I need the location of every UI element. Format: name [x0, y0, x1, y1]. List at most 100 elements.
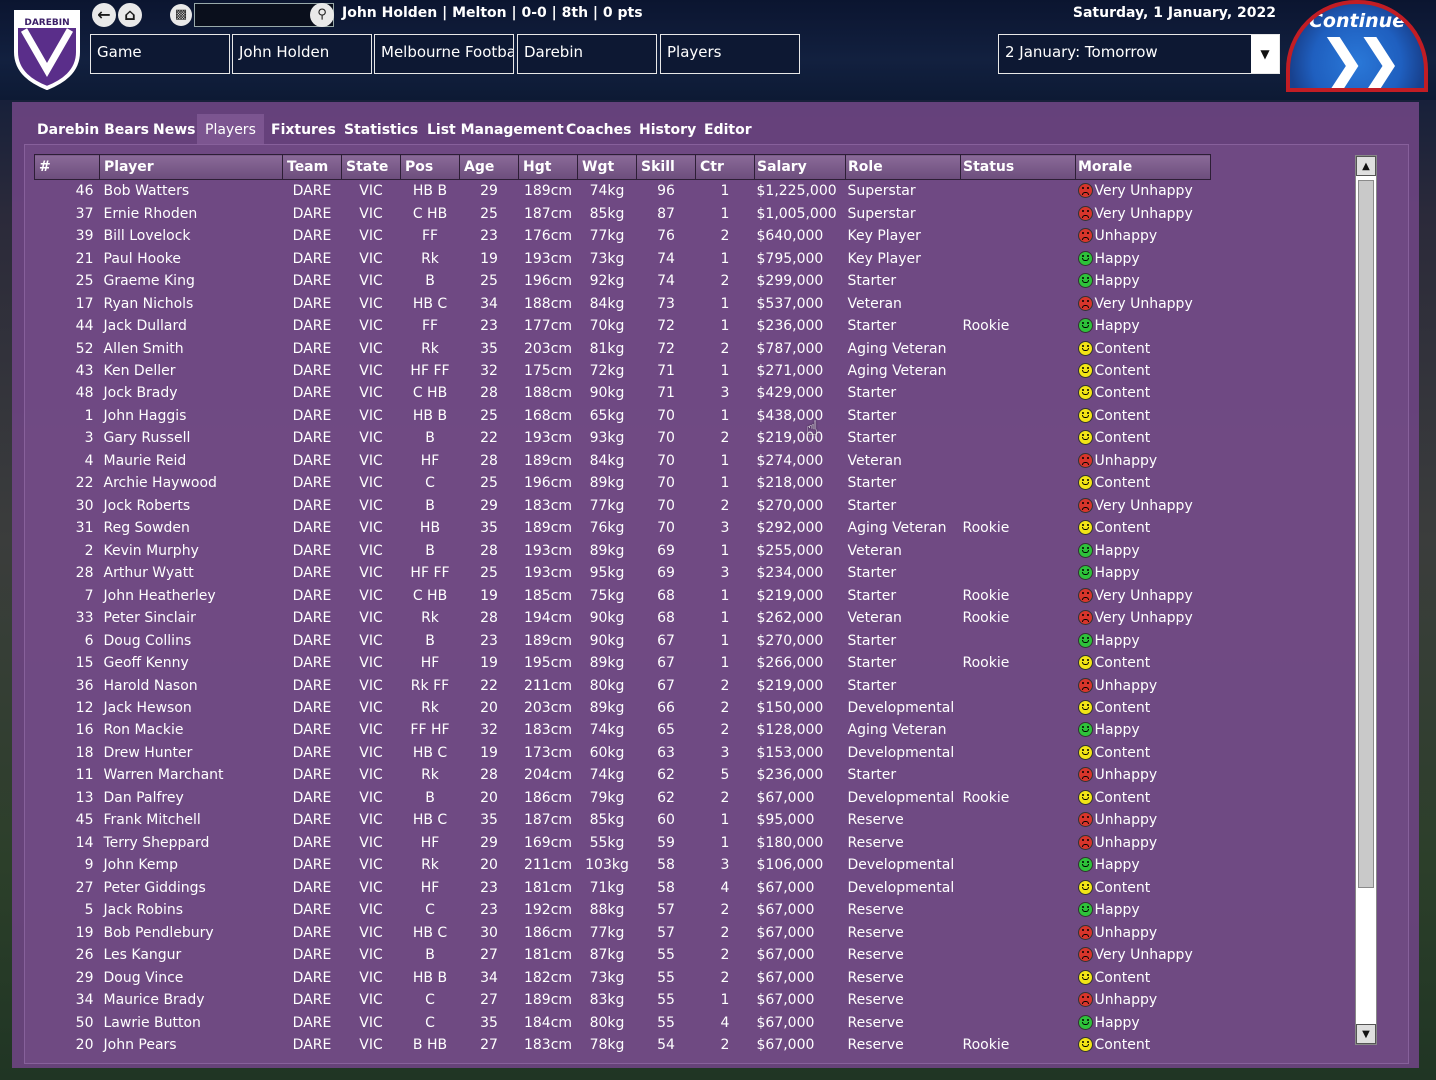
table-row[interactable]: 7 John Heatherley DARE VIC C HB 19 185cm 75kg 68… [35, 584, 1211, 606]
player-name[interactable]: Arthur Wyatt [103, 565, 194, 582]
column-header-morale[interactable]: Morale [1075, 154, 1211, 180]
continue-button[interactable]: Continue ❯❯ [1286, 0, 1428, 92]
table-row[interactable]: 6 Doug Collins DARE VIC B 23 189cm 90kg 67 1 $270,… [35, 629, 1211, 651]
table-row[interactable]: 2 Kevin Murphy DARE VIC B 28 193cm 89kg 69 1 $255,… [35, 540, 1211, 562]
player-name[interactable]: Ernie Rhoden [103, 205, 198, 222]
table-row[interactable]: 18 Drew Hunter DARE VIC HB C 19 173cm 60kg 63 3 $1… [35, 742, 1211, 764]
player-name[interactable]: Warren Marchant [103, 767, 224, 784]
player-name[interactable]: John Heatherley [103, 587, 216, 604]
player-name[interactable]: Jack Hewson [103, 700, 192, 717]
save-icon[interactable]: ▩ [170, 4, 192, 26]
player-name[interactable]: Paul Hooke [103, 250, 182, 267]
player-name[interactable]: Jack Dullard [103, 318, 187, 335]
column-header-hgt[interactable]: Hgt [518, 154, 578, 180]
tab-statistics[interactable]: Statistics [344, 122, 419, 138]
table-row[interactable]: 50 Lawrie Button DARE VIC C 35 184cm 80kg 55 4 $67… [35, 1011, 1211, 1033]
column-header-pos[interactable]: Pos [400, 154, 460, 180]
player-name[interactable]: Doug Vince [103, 969, 184, 986]
table-row[interactable]: 39 Bill Lovelock DARE VIC FF 23 176cm 77kg 76 2 $6… [35, 225, 1211, 247]
player-name[interactable]: Ron Mackie [103, 722, 184, 739]
player-name[interactable]: John Kemp [103, 857, 179, 874]
table-row[interactable]: 5 Jack Robins DARE VIC C 23 192cm 88kg 57 2 $67,00… [35, 899, 1211, 921]
player-name[interactable]: Archie Haywood [103, 475, 217, 492]
player-name[interactable]: Peter Giddings [103, 879, 206, 896]
player-name[interactable]: Peter Sinclair [103, 610, 196, 627]
player-name[interactable]: Maurie Reid [103, 452, 187, 469]
player-name[interactable]: Harold Nason [103, 677, 198, 694]
tab-players[interactable]: Players [197, 114, 264, 144]
column-header-status[interactable]: Status [960, 154, 1076, 180]
player-name[interactable]: Frank Mitchell [103, 812, 201, 829]
table-row[interactable]: 45 Frank Mitchell DARE VIC HB C 35 187cm 85kg 60… [35, 809, 1211, 831]
player-name[interactable]: John Pears [103, 1037, 177, 1054]
table-row[interactable]: 14 Terry Sheppard DARE VIC HF 29 169cm 55kg 59 1 $… [35, 832, 1211, 854]
column-header-team[interactable]: Team [282, 154, 342, 180]
player-name[interactable]: Reg Sowden [103, 520, 190, 537]
tab-news[interactable]: News [153, 122, 196, 138]
player-name[interactable]: Jack Robins [103, 902, 184, 919]
breadcrumb-game[interactable]: Game [90, 34, 230, 74]
player-name[interactable]: Terry Sheppard [103, 834, 210, 851]
tab-fixtures[interactable]: Fixtures [271, 122, 336, 138]
column-header-player[interactable]: Player [99, 154, 283, 180]
column-header-ctr[interactable]: Ctr [695, 154, 755, 180]
player-name[interactable]: Jock Roberts [103, 497, 191, 514]
table-row[interactable]: 13 Dan Palfrey DARE VIC B 20 186cm 79kg 62 2 $67,0… [35, 787, 1211, 809]
table-row[interactable]: 46 Bob Watters DARE VIC HB B 29 189cm 74kg 96 1 $1… [35, 180, 1211, 203]
table-row[interactable]: 12 Jack Hewson DARE VIC Rk 20 203cm 89kg 66 2 $150… [35, 697, 1211, 719]
table-row[interactable]: 33 Peter Sinclair DARE VIC Rk 28 194cm 90kg 68 1 $… [35, 607, 1211, 629]
table-row[interactable]: 16 Ron Mackie DARE VIC FF HF 32 183cm 74kg 65 2 $1… [35, 719, 1211, 741]
column-header-number[interactable]: # [34, 154, 100, 180]
search-icon[interactable]: ⚲ [310, 3, 334, 27]
table-row[interactable]: 17 Ryan Nichols DARE VIC HB C 34 188cm 84kg 73 1 $… [35, 292, 1211, 314]
player-name[interactable]: Les Kangur [103, 947, 182, 964]
player-name[interactable]: Ken Deller [103, 362, 176, 379]
player-name[interactable]: Bill Lovelock [103, 228, 191, 245]
breadcrumb-league[interactable]: Melbourne Football [374, 34, 514, 74]
tab-editor[interactable]: Editor [704, 122, 752, 138]
breadcrumb-manager[interactable]: John Holden [232, 34, 372, 74]
table-row[interactable]: 29 Doug Vince DARE VIC HB B 34 182cm 73kg 55 2 $67… [35, 966, 1211, 988]
table-row[interactable]: 3 Gary Russell DARE VIC B 22 193cm 93kg 70 2 $219,… [35, 427, 1211, 449]
column-header-role[interactable]: Role [845, 154, 961, 180]
player-name[interactable]: Jock Brady [103, 385, 178, 402]
table-row[interactable]: 26 Les Kangur DARE VIC B 27 181cm 87kg 55 2 $67,00… [35, 944, 1211, 966]
table-row[interactable]: 4 Maurie Reid DARE VIC HF 28 189cm 84kg 70 1 $274,… [35, 450, 1211, 472]
table-row[interactable]: 21 Paul Hooke DARE VIC Rk 19 193cm 73kg 74 1 $795,… [35, 247, 1211, 269]
scroll-thumb[interactable] [1358, 180, 1374, 888]
table-row[interactable]: 28 Arthur Wyatt DARE VIC HF FF 25 193cm 95kg 69 3… [35, 562, 1211, 584]
table-row[interactable]: 31 Reg Sowden DARE VIC HB 35 189cm 76kg 70 3 $292,… [35, 517, 1211, 539]
column-header-age[interactable]: Age [459, 154, 519, 180]
player-name[interactable]: Kevin Murphy [103, 542, 199, 559]
advance-day-select[interactable]: 2 January: Tomorrow ▼ [998, 34, 1280, 74]
column-header-wgt[interactable]: Wgt [577, 154, 637, 180]
chevron-down-icon[interactable]: ▼ [1251, 35, 1279, 73]
table-row[interactable]: 43 Ken Deller DARE VIC HF FF 32 175cm 72kg 71 1 $2… [35, 360, 1211, 382]
back-arrow-icon[interactable]: ← [92, 3, 116, 27]
tab-coaches[interactable]: Coaches [566, 122, 632, 138]
player-name[interactable]: Ryan Nichols [103, 295, 194, 312]
player-name[interactable]: Drew Hunter [103, 744, 193, 761]
scroll-up-icon[interactable]: ▲ [1356, 156, 1376, 176]
table-row[interactable]: 11 Warren Marchant DARE VIC Rk 28 204cm 74kg 62 5… [35, 764, 1211, 786]
tab-darebin-bears[interactable]: Darebin Bears [37, 122, 149, 138]
table-row[interactable]: 52 Allen Smith DARE VIC Rk 35 203cm 81kg 72 2 $787… [35, 337, 1211, 359]
player-name[interactable]: Allen Smith [103, 340, 184, 357]
breadcrumb-club[interactable]: Darebin [517, 34, 657, 74]
tab-history[interactable]: History [639, 122, 697, 138]
column-header-salary[interactable]: Salary [754, 154, 846, 180]
player-name[interactable]: John Haggis [103, 407, 187, 424]
table-row[interactable]: 25 Graeme King DARE VIC B 25 196cm 92kg 74 2 $299,… [35, 270, 1211, 292]
player-name[interactable]: Lawrie Button [103, 1014, 201, 1031]
table-row[interactable]: 48 Jock Brady DARE VIC C HB 28 188cm 90kg 71 3 $42… [35, 382, 1211, 404]
table-row[interactable]: 37 Ernie Rhoden DARE VIC C HB 25 187cm 85kg 87 1 $… [35, 202, 1211, 224]
table-row[interactable]: 22 Archie Haywood DARE VIC C 25 196cm 89kg 70 1 $2… [35, 472, 1211, 494]
table-row[interactable]: 34 Maurice Brady DARE VIC C 27 189cm 83kg 55 1 $67… [35, 989, 1211, 1011]
player-name[interactable]: Graeme King [103, 273, 195, 290]
player-name[interactable]: Gary Russell [103, 430, 191, 447]
player-name[interactable]: Maurice Brady [103, 992, 205, 1009]
table-row[interactable]: 1 John Haggis DARE VIC HB B 25 168cm 65kg 70 1 $43… [35, 405, 1211, 427]
table-row[interactable]: 30 Jock Roberts DARE VIC B 29 183cm 77kg 70 2 $270… [35, 495, 1211, 517]
players-scrollbar[interactable]: ▲ ▼ [1355, 155, 1377, 1045]
club-logo[interactable]: DAREBIN [12, 6, 82, 90]
